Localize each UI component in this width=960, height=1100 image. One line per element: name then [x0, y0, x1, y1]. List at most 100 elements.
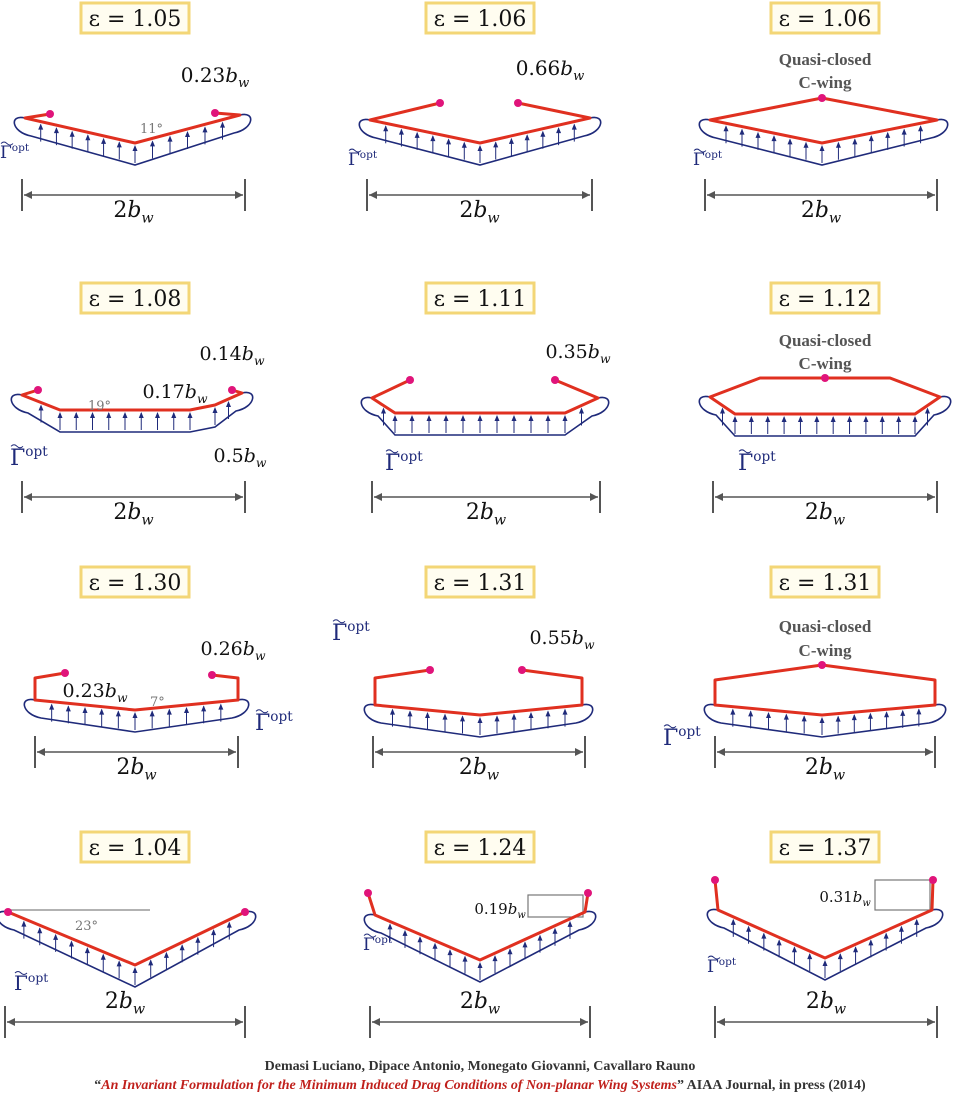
arrow-head — [202, 126, 208, 133]
arrow-head — [122, 412, 128, 418]
subscript: w — [600, 352, 611, 366]
dimension-arrowhead — [228, 748, 236, 756]
arrow-head — [885, 131, 891, 138]
arrow-head — [739, 128, 745, 135]
dimension-arrowhead — [374, 493, 382, 501]
gamma-symbol: Γ — [348, 150, 360, 170]
tilde-mark — [693, 148, 707, 153]
arrow-head — [185, 131, 190, 137]
arrow-head — [220, 121, 225, 128]
arrow-head — [446, 138, 452, 145]
gamma-symbol: Γ — [14, 971, 28, 995]
dimension-arrowhead — [7, 1018, 15, 1026]
subscript: w — [573, 69, 584, 84]
subscript: w — [255, 649, 266, 663]
arrow-head — [896, 416, 902, 422]
variable: b — [473, 198, 487, 223]
span-label: 2bw — [116, 755, 156, 784]
dimension-arrowhead — [575, 748, 583, 756]
gamma-opt-label: Γopt — [385, 449, 423, 476]
lift-distribution-envelope — [360, 396, 610, 436]
gamma-superscript: opt — [270, 709, 293, 725]
wing-shape — [7, 910, 246, 967]
subscript: w — [141, 211, 153, 227]
arrow-head — [797, 416, 803, 422]
wing-shape — [20, 388, 244, 412]
wing-tip-dot — [584, 889, 592, 897]
subscript: w — [256, 456, 267, 470]
lift-distribution-envelope — [23, 698, 250, 733]
gamma-symbol: Γ — [10, 446, 25, 471]
arrow-head — [37, 927, 43, 934]
arrow-head — [579, 407, 584, 414]
wing-tip-dot — [4, 908, 12, 916]
wing-tip-dot — [821, 374, 829, 382]
arrow-head — [171, 412, 177, 418]
epsilon-label-box — [79, 281, 191, 315]
coefficient: 0.31 — [819, 888, 852, 906]
epsilon-label-box — [424, 1, 536, 35]
arrow-head — [732, 416, 738, 422]
wing-tip-dot — [241, 908, 249, 916]
wing-tip-dot — [46, 110, 54, 118]
gamma-superscript: opt — [25, 444, 48, 460]
wing-tip-dot — [929, 876, 937, 884]
gamma-superscript: opt — [678, 724, 701, 740]
gamma-symbol: Γ — [707, 957, 719, 977]
arrow-head — [746, 925, 752, 932]
arrow-head — [477, 145, 483, 151]
configuration-caption: Quasi-closed — [779, 617, 872, 636]
wing-shape — [23, 111, 242, 145]
arrow-head — [149, 710, 155, 717]
coefficient: 2 — [113, 500, 127, 525]
epsilon-label: ε = 1.06 — [779, 7, 872, 32]
subscript: w — [833, 513, 845, 529]
epsilon-label-box — [769, 565, 881, 599]
coefficient: 2 — [116, 755, 130, 780]
arrow-head — [522, 941, 528, 948]
arrow-head — [835, 715, 841, 722]
wing-tip-dot — [406, 376, 414, 384]
arrow-head — [57, 412, 63, 418]
arrow-head — [381, 407, 386, 414]
coefficient: 0.35 — [545, 341, 587, 363]
citation-reference: “An Invariant Formulation for the Minimu… — [0, 1078, 960, 1094]
wing-tip-dot — [514, 99, 522, 107]
variable: b — [127, 198, 141, 223]
tilde-mark — [0, 141, 14, 146]
configuration-caption: C-wing — [799, 354, 852, 373]
arrow-head — [883, 932, 889, 939]
coefficient: 2 — [466, 500, 480, 525]
arrow-head — [914, 918, 920, 925]
wing-shape — [366, 892, 590, 962]
span-label: 2bw — [466, 500, 506, 529]
span-label: 2bw — [105, 989, 145, 1018]
gamma-superscript: opt — [719, 956, 737, 968]
epsilon-label-box — [79, 565, 191, 599]
coefficient: 0.66 — [516, 56, 561, 80]
arrow-head — [755, 131, 761, 138]
arrow-head — [537, 934, 543, 941]
coefficient: 2 — [459, 755, 473, 780]
dimension-arrowhead — [235, 493, 243, 501]
arrow-head — [432, 942, 438, 949]
wing-shape — [368, 101, 592, 145]
dimension-arrowhead — [580, 1018, 588, 1026]
arrow-head — [148, 959, 154, 966]
arrow-head — [430, 135, 436, 142]
gamma-opt-label: Γopt — [255, 709, 293, 736]
wing-shape — [373, 668, 584, 717]
coefficient: 2 — [805, 755, 819, 780]
citation-authors: Demasi Luciano, Dipace Antonio, Monegato… — [264, 1059, 696, 1074]
wing-shape — [708, 96, 939, 145]
gamma-superscript: opt — [753, 449, 776, 465]
arrow-head — [863, 416, 869, 422]
dimension-arrowhead — [925, 748, 933, 756]
arrow-head — [417, 936, 423, 943]
arrow-head — [460, 715, 465, 722]
arrow-head — [814, 416, 820, 422]
lift-distribution-envelope — [703, 703, 947, 738]
arrow-head — [106, 412, 112, 418]
